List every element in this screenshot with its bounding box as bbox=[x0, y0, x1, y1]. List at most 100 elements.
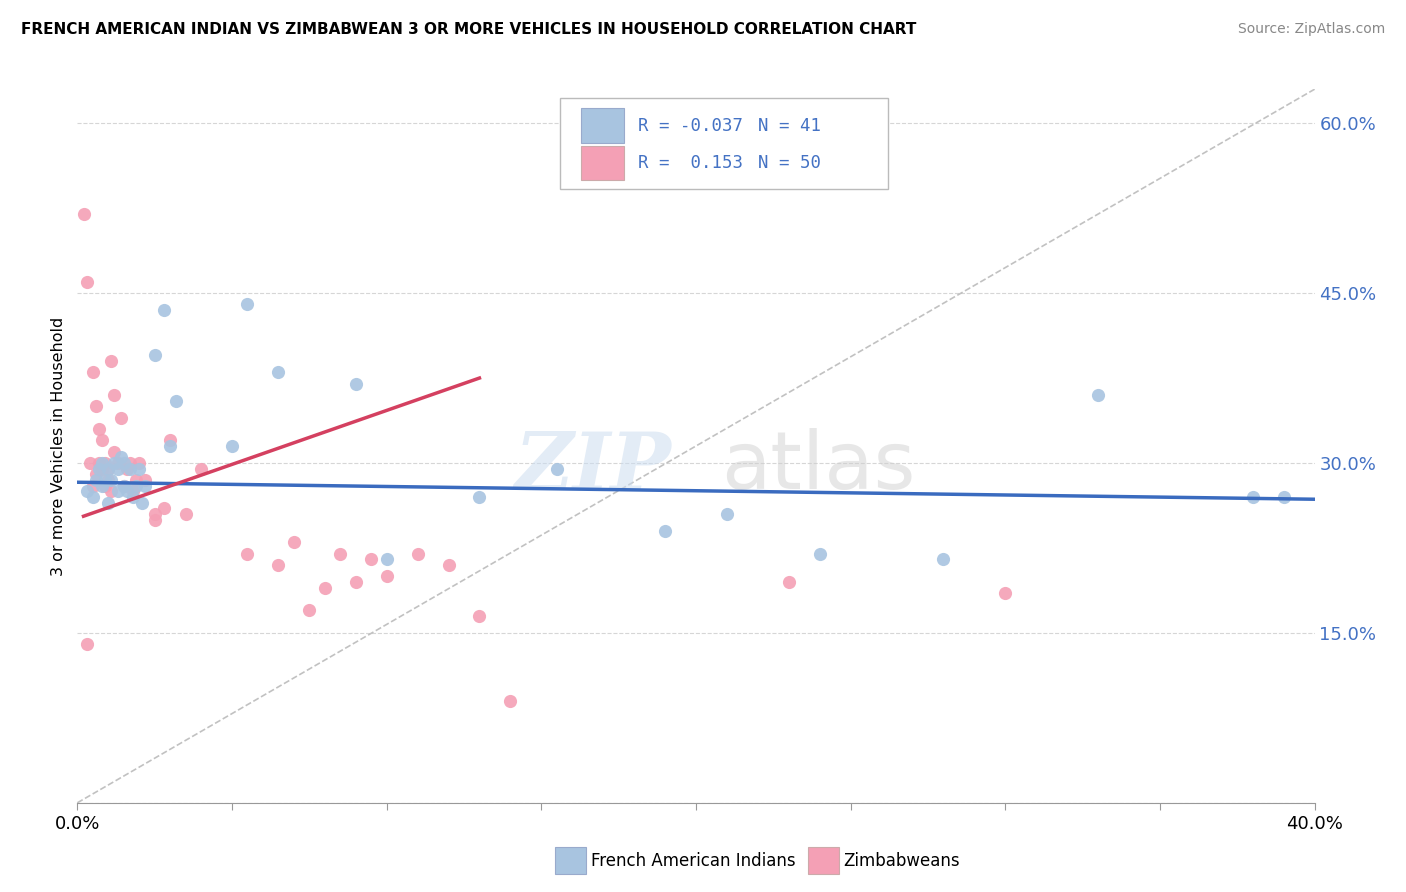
Point bbox=[546, 461, 568, 475]
Point bbox=[97, 461, 120, 475]
Point bbox=[87, 456, 110, 470]
Point bbox=[82, 490, 104, 504]
Bar bbox=[581, 109, 624, 143]
Point bbox=[103, 388, 125, 402]
Text: R = -0.037: R = -0.037 bbox=[638, 117, 742, 135]
Point bbox=[165, 393, 187, 408]
Point bbox=[76, 637, 98, 651]
Point bbox=[499, 694, 522, 708]
Point bbox=[115, 461, 138, 475]
Point bbox=[778, 574, 800, 589]
Text: R =  0.153: R = 0.153 bbox=[638, 153, 742, 171]
Point bbox=[94, 456, 117, 470]
Text: French American Indians: French American Indians bbox=[591, 852, 796, 870]
Point bbox=[125, 478, 148, 492]
Point bbox=[118, 456, 141, 470]
Point bbox=[110, 450, 132, 465]
Point bbox=[87, 422, 110, 436]
Point bbox=[91, 434, 114, 448]
Text: Source: ZipAtlas.com: Source: ZipAtlas.com bbox=[1237, 22, 1385, 37]
Point bbox=[267, 558, 290, 572]
Point bbox=[375, 552, 398, 566]
Point bbox=[94, 478, 117, 492]
Point bbox=[298, 603, 321, 617]
Point bbox=[79, 456, 101, 470]
Text: N = 41: N = 41 bbox=[758, 117, 821, 135]
Point bbox=[103, 444, 125, 458]
Point bbox=[76, 275, 98, 289]
Point bbox=[314, 581, 336, 595]
Point bbox=[115, 484, 138, 499]
Point bbox=[716, 507, 738, 521]
Point bbox=[72, 207, 94, 221]
FancyBboxPatch shape bbox=[560, 98, 887, 189]
Point bbox=[97, 461, 120, 475]
Point bbox=[221, 439, 243, 453]
Point bbox=[97, 473, 120, 487]
Point bbox=[143, 513, 166, 527]
Point bbox=[100, 473, 122, 487]
Point bbox=[107, 456, 129, 470]
Point bbox=[1272, 490, 1295, 504]
Point bbox=[118, 461, 141, 475]
Point bbox=[153, 303, 176, 318]
Point bbox=[107, 484, 129, 499]
Text: Zimbabweans: Zimbabweans bbox=[844, 852, 960, 870]
Point bbox=[190, 461, 212, 475]
Point bbox=[283, 535, 305, 549]
Point bbox=[112, 478, 135, 492]
Point bbox=[134, 473, 156, 487]
Point bbox=[131, 495, 153, 509]
Point bbox=[82, 365, 104, 379]
Point bbox=[97, 495, 120, 509]
Point bbox=[267, 365, 290, 379]
Point bbox=[344, 574, 367, 589]
Point bbox=[236, 297, 259, 311]
Point bbox=[87, 461, 110, 475]
Point bbox=[932, 552, 955, 566]
Point bbox=[128, 456, 150, 470]
Point bbox=[100, 484, 122, 499]
Point bbox=[128, 461, 150, 475]
Point bbox=[107, 461, 129, 475]
Point bbox=[329, 547, 352, 561]
Text: ZIP: ZIP bbox=[515, 429, 671, 506]
Point bbox=[100, 354, 122, 368]
Point bbox=[437, 558, 460, 572]
Point bbox=[375, 569, 398, 583]
Text: N = 50: N = 50 bbox=[758, 153, 821, 171]
Point bbox=[654, 524, 676, 538]
Point bbox=[153, 501, 176, 516]
Point bbox=[360, 552, 382, 566]
Point bbox=[159, 434, 181, 448]
Point bbox=[236, 547, 259, 561]
Point bbox=[76, 484, 98, 499]
Point bbox=[174, 507, 197, 521]
Point bbox=[344, 376, 367, 391]
Text: atlas: atlas bbox=[721, 428, 915, 507]
Point bbox=[112, 478, 135, 492]
Point bbox=[82, 478, 104, 492]
Point bbox=[94, 473, 117, 487]
Bar bbox=[581, 145, 624, 180]
Point bbox=[1087, 388, 1109, 402]
Point bbox=[994, 586, 1017, 600]
Point bbox=[406, 547, 429, 561]
Point bbox=[134, 478, 156, 492]
Point bbox=[91, 461, 114, 475]
Point bbox=[84, 467, 107, 482]
Point bbox=[468, 608, 491, 623]
Point bbox=[110, 410, 132, 425]
Point bbox=[112, 456, 135, 470]
Point bbox=[143, 348, 166, 362]
Point bbox=[122, 484, 145, 499]
Point bbox=[808, 547, 831, 561]
Point bbox=[1241, 490, 1264, 504]
Y-axis label: 3 or more Vehicles in Household: 3 or more Vehicles in Household bbox=[51, 317, 66, 575]
Point bbox=[84, 473, 107, 487]
Point bbox=[125, 473, 148, 487]
Point bbox=[84, 400, 107, 414]
Point bbox=[103, 456, 125, 470]
Point bbox=[91, 478, 114, 492]
Point bbox=[122, 490, 145, 504]
